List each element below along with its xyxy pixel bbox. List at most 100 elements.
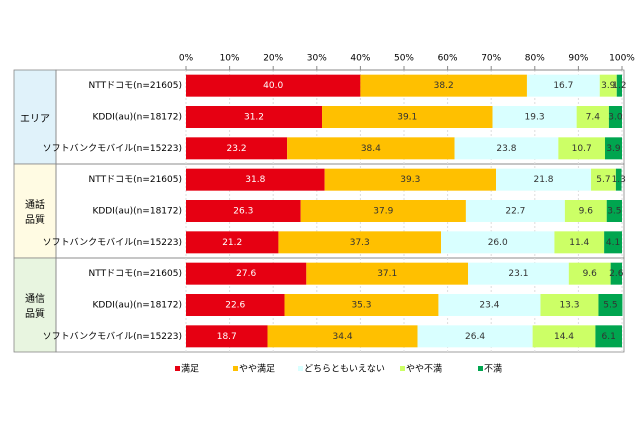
x-tick-label: 0% <box>179 54 194 64</box>
value-label: 40.0 <box>263 81 283 91</box>
value-label: 5.5 <box>603 301 617 311</box>
category-label: ソフトバンクモバイル(n=15223) <box>43 143 182 154</box>
bar-segment <box>599 74 617 97</box>
bar-segment <box>568 262 611 285</box>
value-label: 22.6 <box>225 301 245 311</box>
x-tick-label: 50% <box>394 54 414 64</box>
category-label: NTTドコモ(n=21605) <box>89 175 182 185</box>
value-label: 39.1 <box>397 113 417 123</box>
bar-segment <box>186 200 301 222</box>
legend-label: 満足 <box>181 364 199 375</box>
category-label: ソフトバンクモバイル(n=15223) <box>43 237 182 248</box>
value-label: 11.4 <box>569 238 589 248</box>
value-label: 16.7 <box>553 81 573 91</box>
bar-segment <box>495 168 592 191</box>
bar-segment <box>526 74 600 97</box>
value-label: 39.3 <box>400 175 420 185</box>
bar-segment <box>591 168 616 191</box>
bar-segment <box>604 137 622 160</box>
value-label: 4.1 <box>606 238 620 248</box>
legend-label: やや不満 <box>406 364 442 375</box>
legend-swatch <box>175 366 180 371</box>
bar-segment <box>324 168 496 191</box>
value-label: 7.4 <box>586 113 601 123</box>
value-label: 37.3 <box>350 238 370 248</box>
x-tick-label: 30% <box>307 54 327 64</box>
bar-segment <box>608 106 622 128</box>
bar-segment <box>186 231 279 254</box>
value-label: 23.4 <box>479 301 499 311</box>
value-label: 3.5 <box>607 207 621 217</box>
category-label: NTTドコモ(n=21605) <box>89 269 182 279</box>
value-label: 38.4 <box>361 144 381 154</box>
legend-label: やや満足 <box>239 364 275 375</box>
value-label: 34.4 <box>333 332 353 342</box>
value-label: 2.6 <box>609 269 624 279</box>
value-label: 6.1 <box>602 332 616 342</box>
x-tick-label: 40% <box>350 54 370 64</box>
value-label: 23.1 <box>508 269 528 279</box>
legend-swatch <box>298 366 303 371</box>
category-label: NTTドコモ(n=21605) <box>89 81 182 91</box>
bar-segment <box>492 106 577 128</box>
value-label: 5.7 <box>596 175 610 185</box>
bar-segment <box>287 137 455 160</box>
value-label: 23.2 <box>227 144 247 154</box>
bar-segment <box>284 294 439 316</box>
bar-segment <box>186 106 323 128</box>
bar-segment <box>306 262 469 285</box>
bar-segment <box>441 231 555 254</box>
bar-segment <box>576 106 609 128</box>
legend-swatch <box>400 366 405 371</box>
group-label: エリア <box>20 113 50 125</box>
value-label: 18.7 <box>217 332 237 342</box>
value-label: 1.2 <box>612 81 626 91</box>
bar-segment <box>454 137 559 160</box>
group-row <box>55 257 625 353</box>
value-label: 37.1 <box>377 269 397 279</box>
group-cell <box>13 69 57 165</box>
value-label: 22.7 <box>505 207 525 217</box>
group-cell <box>13 257 57 353</box>
bar-segment <box>300 200 466 222</box>
value-label: 10.7 <box>572 144 592 154</box>
bar-segment <box>554 231 605 254</box>
bar-segment <box>595 325 622 348</box>
bar-segment <box>465 200 565 222</box>
bar-segment <box>278 231 442 254</box>
value-label: 31.2 <box>244 113 264 123</box>
value-label: 31.8 <box>245 175 265 185</box>
category-label: KDDI(au)(n=18172) <box>92 207 182 217</box>
legend-label: 不満 <box>484 364 502 375</box>
legend-swatch <box>233 366 238 371</box>
x-tick-label: 20% <box>263 54 283 64</box>
x-tick-label: 80% <box>525 54 545 64</box>
bar-segment <box>468 262 569 285</box>
value-label: 27.6 <box>236 269 256 279</box>
value-label: 9.6 <box>579 207 594 217</box>
value-label: 13.3 <box>559 301 579 311</box>
group-label: 通信 品質 <box>25 294 45 320</box>
category-label: KDDI(au)(n=18172) <box>92 301 182 311</box>
bar-segment <box>186 74 361 97</box>
bar-segment <box>532 325 596 348</box>
value-label: 21.2 <box>222 238 242 248</box>
value-label: 1.3 <box>612 175 626 185</box>
legend-swatch <box>478 366 483 371</box>
x-tick-label: 10% <box>220 54 240 64</box>
bar-segment <box>417 325 533 348</box>
bar-segment <box>360 74 527 97</box>
bar-segment <box>186 137 288 160</box>
bar-segment <box>558 137 605 160</box>
value-label: 35.3 <box>351 301 371 311</box>
value-label: 37.9 <box>373 207 393 217</box>
bar-segment <box>606 200 622 222</box>
bar-segment <box>604 231 622 254</box>
value-label: 3.9 <box>601 81 616 91</box>
value-label: 23.8 <box>496 144 516 154</box>
bar-segment <box>610 262 622 285</box>
bar-segment <box>186 294 285 316</box>
group-label: 通話 品質 <box>25 200 45 226</box>
